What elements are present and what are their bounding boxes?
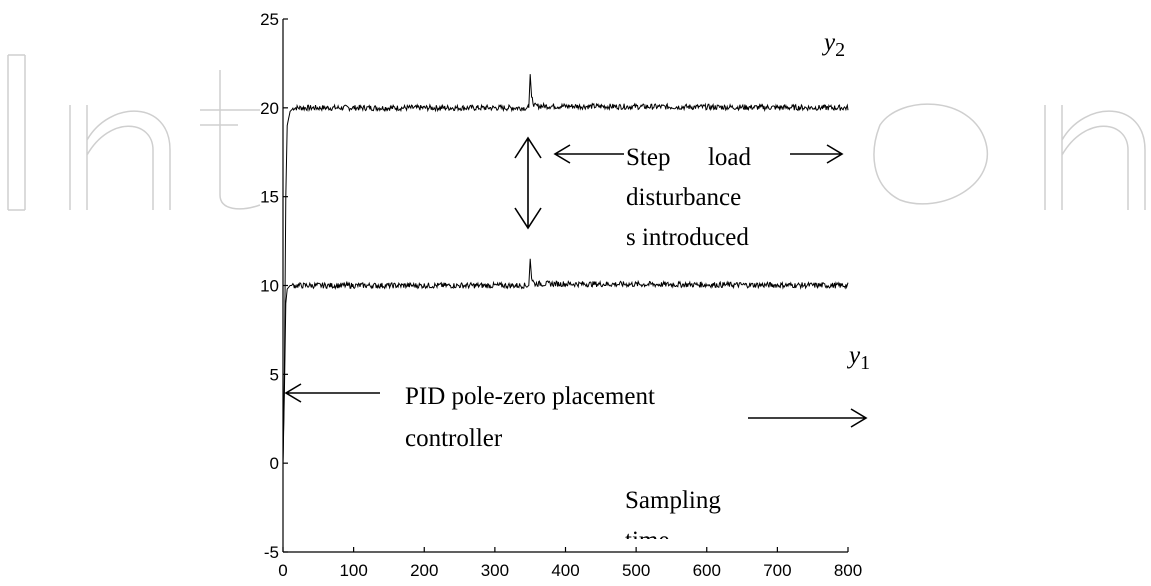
controller-annotation: PID pole-zero placement controller — [284, 383, 868, 452]
annotation-line: controller — [405, 425, 503, 452]
x-tick-label: 500 — [622, 561, 650, 580]
series-lines — [282, 74, 849, 464]
y-axis-ticks: -5 0 5 10 15 20 25 — [260, 10, 288, 562]
x-tick-label: 600 — [693, 561, 721, 580]
series-line-y1 — [282, 258, 849, 464]
annotation-line: Sampling — [625, 487, 721, 514]
x-tick-label: 200 — [410, 561, 438, 580]
series-label-y2: y2 — [821, 29, 845, 61]
x-tick-label: 100 — [339, 561, 367, 580]
series-label-y1: y1 — [846, 342, 870, 374]
y-tick-label: -5 — [264, 543, 279, 562]
disturbance-annotation: Step load disturbance s introduced — [514, 136, 844, 251]
y-tick-label: 5 — [270, 365, 279, 384]
y-tick-label: 0 — [270, 454, 279, 473]
sampling-time-annotation: Sampling time — [625, 487, 721, 554]
arrow-up-down-icon — [514, 136, 542, 230]
x-tick-label: 400 — [551, 561, 579, 580]
annotation-line: PID pole-zero placement — [405, 383, 655, 410]
annotation-line: time — [625, 527, 669, 554]
watermark-logo — [7, 54, 1146, 211]
y-tick-label: 15 — [260, 188, 279, 207]
x-tick-label: 800 — [834, 561, 862, 580]
annotation-line: s introduced — [626, 224, 749, 251]
y-tick-label: 20 — [260, 99, 279, 118]
x-axis-ticks: 0 100 200 300 400 500 600 700 800 — [278, 547, 862, 580]
annotation-line: disturbance — [626, 184, 741, 211]
arrow-left-icon — [284, 383, 380, 403]
x-tick-label: 300 — [481, 561, 509, 580]
arrow-left-icon — [553, 144, 624, 164]
arrow-right-icon — [748, 408, 868, 428]
x-tick-label: 700 — [763, 561, 791, 580]
x-tick-label: 0 — [278, 561, 287, 580]
y-tick-label: 25 — [260, 10, 279, 29]
arrow-right-icon — [790, 144, 844, 164]
y-tick-label: 10 — [260, 277, 279, 296]
annotation-line: Step load — [626, 144, 751, 171]
series-line-y2 — [282, 74, 849, 464]
